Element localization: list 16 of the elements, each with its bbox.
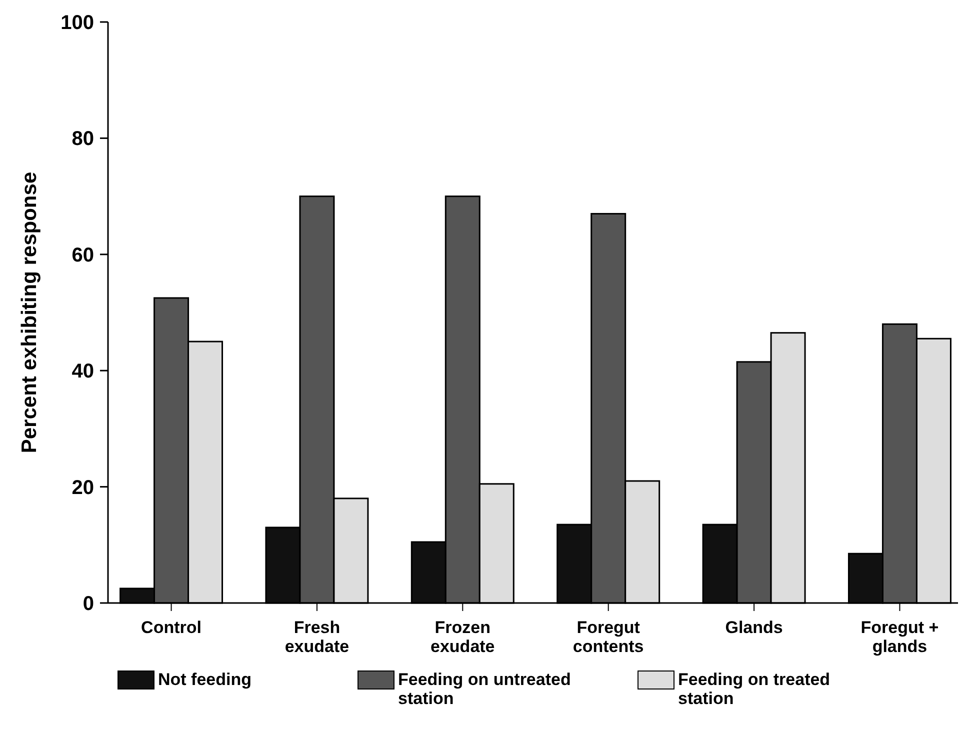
y-tick-label: 40 [72,360,94,383]
x-tick-label: Foregut contents [572,618,644,656]
x-tick-label: Fresh exudate [284,618,350,656]
x-tick-label: Foregut + glands [860,618,939,656]
y-tick-label: 60 [72,244,94,266]
legend-label: Feeding on treated station [678,670,830,708]
x-tick-label: Control [141,618,202,637]
legend-label: Feeding on untreated station [398,670,571,708]
y-tick-label: 80 [72,128,94,150]
y-tick-label: 20 [72,476,94,499]
y-axis-title: Percent exhibiting response [18,172,41,454]
y-tick-label: 0 [82,593,94,615]
x-tick-label: Frozen exudate [430,618,495,656]
legend-label: Not feeding [158,670,252,689]
y-tick-label: 100 [60,12,94,34]
x-tick-label: Glands [725,618,783,637]
